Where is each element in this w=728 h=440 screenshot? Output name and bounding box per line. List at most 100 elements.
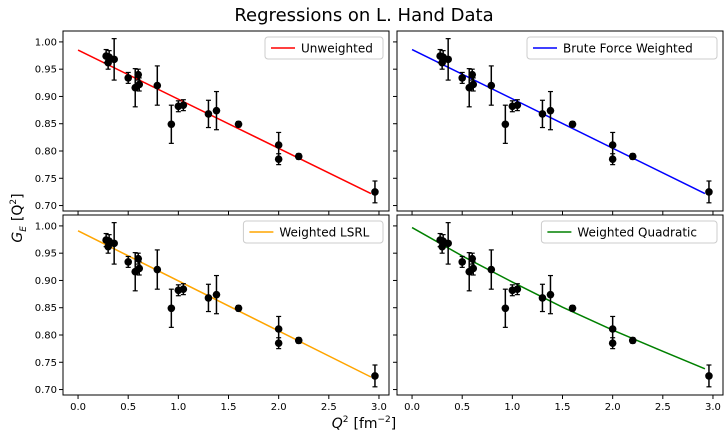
data-point [135,80,144,89]
data-point [179,285,188,293]
data-point [274,339,283,347]
fit-line [411,48,706,195]
legend-box [540,220,718,244]
x-tick-label: 1.5 [221,402,237,413]
data-point [538,294,547,302]
data-point [153,81,162,90]
y-tick-label: 0.85 [35,119,57,130]
data-point [546,290,555,299]
y-axis-title-unit: [Q [10,205,26,221]
data-point [234,120,243,129]
x-axis-title-unit: [fm [353,416,377,432]
data-point [538,110,547,118]
data-point [705,372,713,380]
subplot-4: 0.0 0.5 1.0 1.5 2.0 2.5 3.0 Weighted Quadratic [393,214,724,413]
data-point [274,141,283,149]
fit-line [77,230,372,378]
data-point [124,74,132,82]
data-point [444,239,452,248]
legend: Brute Force Weighted [526,36,718,60]
y-tick-label: 1.00 [35,221,57,232]
y-tick-label: 0.95 [35,249,57,260]
data-point [469,264,478,273]
x-tick-label: 1.5 [555,402,571,413]
x-tick-label: 0.0 [404,402,420,413]
data-point [458,258,467,266]
data-point [608,325,617,333]
data-point [608,141,617,149]
data-point [204,110,213,118]
subplot-1: 0.00.51.01.52.02.53.01.000.950.900.850.8… [35,30,390,229]
data-point [568,304,577,313]
data-point [487,265,496,274]
y-tick-label: 0.75 [35,358,57,369]
data-point [513,285,522,293]
data-point [371,188,379,196]
y-axis-title-unit-sup: 2 [9,199,19,205]
x-tick-label: 2.5 [321,402,337,413]
data-point [608,339,617,347]
y-axis-title-symbol-sub: E [19,226,29,232]
legend-label: Brute Force Weighted [563,42,693,56]
y-tick-label: 0.90 [35,92,57,103]
data-point [501,304,510,313]
x-axis-title-unit-sup: −2 [378,415,391,425]
x-tick-label: 0.0 [70,402,86,413]
y-axis-title: GE [Q2] [9,193,29,242]
data-point [179,101,188,109]
data-point [167,120,176,129]
y-axis-title-close: ] [10,193,26,198]
y-tick-label: 0.70 [35,385,57,396]
y-tick-label: 0.75 [35,174,57,185]
x-tick-label: 2.5 [655,402,671,413]
data-point [468,70,477,79]
subplot-2: 0.00.51.01.52.02.53.0Brute Force Weighte… [393,30,724,229]
data-point [204,294,213,302]
data-point [134,70,143,79]
data-point [371,372,379,380]
data-point [153,265,162,274]
figure-title: Regressions on L. Hand Data [234,5,493,26]
fit-line [77,49,372,195]
data-point [458,74,467,82]
data-point [608,155,617,163]
legend: Weighted Quadratic [540,220,718,244]
legend-label: Unweighted [301,42,373,56]
data-point [628,336,637,345]
data-point [628,152,637,161]
x-axis-title: Q2 [fm−2] [332,415,397,432]
data-point [705,188,713,196]
data-point [274,325,283,333]
y-tick-label: 1.00 [35,37,57,48]
data-point [124,258,132,266]
x-axis-title-symbol-sup: 2 [343,415,349,425]
data-point [110,239,118,248]
y-tick-label: 0.70 [35,201,57,212]
data-point [212,290,221,299]
data-point [294,336,303,345]
y-tick-label: 0.90 [35,276,57,287]
x-tick-label: 2.0 [271,402,287,413]
x-tick-label: 0.5 [120,402,136,413]
data-point [469,80,478,89]
data-point [487,81,496,90]
data-point [546,106,555,115]
data-point [110,55,118,64]
x-tick-label: 3.0 [371,402,387,413]
x-tick-label: 3.0 [705,402,721,413]
x-axis-title-close: ] [391,416,396,432]
data-point [212,106,221,115]
x-tick-label: 0.5 [454,402,470,413]
legend-box [242,220,384,244]
data-point [134,254,143,263]
legend: Weighted LSRL [242,220,384,244]
subplot-3: 0.0 0.5 1.0 1.5 2.0 2.5 3.0 1.00 0.95 0.90 0.85 0.8… [35,214,390,413]
y-tick-label: 0.95 [35,65,57,76]
data-point [167,304,176,313]
x-axis-title-symbol: Q [332,416,343,432]
subplot-grid: 0.0 0.5 1.0 1.5 2.0 2.5 3.0 1.00 0.95 0.90 0.85 0.8… [35,30,724,413]
y-tick-label: 0.85 [35,303,57,314]
x-tick-label: 1.0 [170,402,186,413]
data-point [444,55,452,64]
